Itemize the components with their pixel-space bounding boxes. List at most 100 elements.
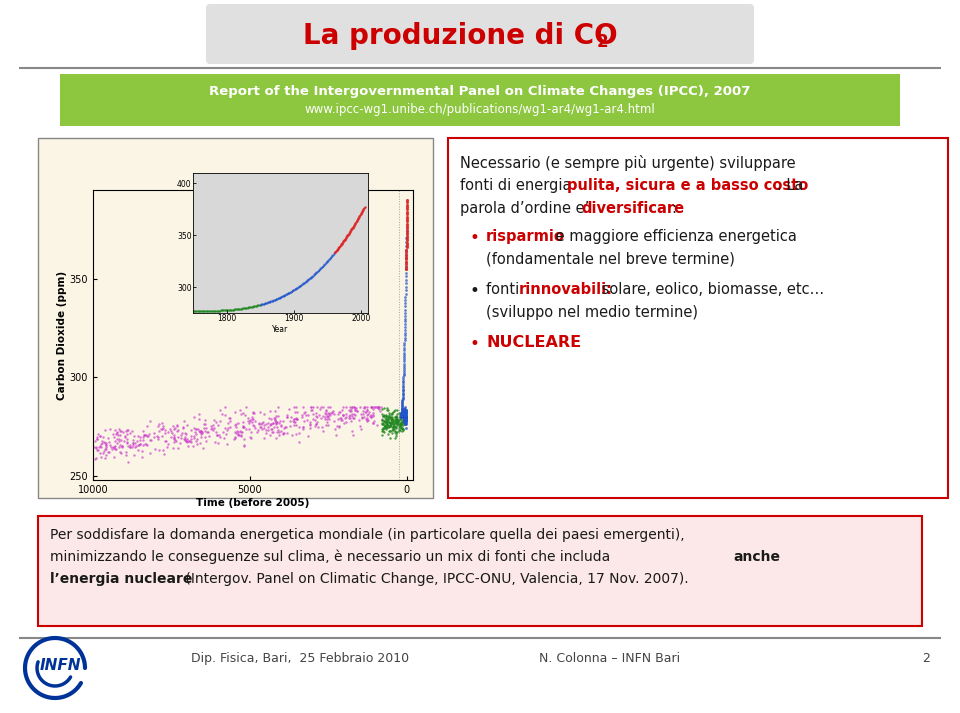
Point bbox=[348, 218, 363, 230]
Point bbox=[93, 441, 108, 453]
Point bbox=[320, 255, 335, 267]
Point bbox=[289, 401, 304, 413]
Point bbox=[394, 418, 409, 429]
Point bbox=[376, 416, 392, 427]
Point bbox=[263, 419, 278, 430]
Point bbox=[139, 430, 155, 441]
Point bbox=[380, 421, 396, 433]
Point bbox=[189, 429, 204, 440]
Point bbox=[170, 431, 185, 443]
Point bbox=[240, 302, 255, 313]
Point bbox=[394, 410, 409, 421]
Point bbox=[192, 305, 207, 317]
Point bbox=[346, 220, 361, 232]
Point bbox=[396, 337, 412, 349]
Point bbox=[189, 305, 204, 317]
Point bbox=[327, 246, 343, 257]
Point bbox=[300, 414, 315, 426]
Point bbox=[190, 305, 205, 317]
Point bbox=[225, 304, 240, 315]
Point bbox=[331, 421, 347, 432]
Point bbox=[388, 411, 403, 423]
Point bbox=[353, 209, 369, 220]
Point bbox=[248, 416, 263, 427]
Point bbox=[310, 265, 325, 277]
Point bbox=[396, 412, 412, 424]
Point bbox=[300, 430, 316, 441]
Point bbox=[396, 419, 411, 431]
Point bbox=[267, 406, 282, 417]
Point bbox=[215, 426, 230, 438]
Point bbox=[395, 422, 410, 434]
Point bbox=[342, 401, 357, 413]
Point bbox=[204, 305, 220, 317]
Point bbox=[168, 434, 183, 446]
Point bbox=[397, 404, 413, 416]
Point bbox=[279, 427, 295, 438]
Point bbox=[220, 304, 235, 316]
Point bbox=[398, 408, 414, 419]
Point bbox=[113, 447, 129, 458]
Point bbox=[399, 220, 415, 232]
Point bbox=[396, 417, 412, 429]
Point bbox=[193, 305, 208, 317]
Point bbox=[314, 262, 329, 273]
Point bbox=[389, 422, 404, 434]
Point bbox=[393, 411, 408, 422]
Point bbox=[396, 362, 412, 374]
Point bbox=[395, 404, 410, 415]
Point bbox=[386, 419, 401, 430]
Point bbox=[384, 421, 399, 433]
Point bbox=[332, 240, 348, 252]
Point bbox=[196, 305, 211, 317]
Point bbox=[187, 305, 203, 317]
Point bbox=[359, 413, 374, 424]
Point bbox=[372, 404, 387, 415]
Point bbox=[396, 389, 411, 400]
Point bbox=[288, 412, 303, 424]
Point bbox=[388, 432, 403, 443]
Point bbox=[379, 411, 395, 423]
Point bbox=[398, 409, 414, 420]
Point bbox=[147, 427, 162, 438]
Point bbox=[308, 419, 324, 430]
Point bbox=[119, 437, 134, 448]
Point bbox=[387, 404, 402, 416]
Point bbox=[357, 406, 372, 417]
Point bbox=[396, 332, 412, 344]
Point bbox=[120, 456, 135, 467]
Point bbox=[250, 299, 265, 311]
Point bbox=[365, 409, 380, 421]
Point bbox=[244, 301, 259, 312]
Point bbox=[397, 288, 413, 299]
Point bbox=[295, 278, 310, 289]
Point bbox=[297, 277, 312, 288]
Point bbox=[109, 428, 125, 439]
Point bbox=[258, 427, 274, 438]
Point bbox=[382, 425, 397, 436]
Point bbox=[396, 414, 412, 425]
Point bbox=[156, 422, 171, 434]
Point bbox=[382, 419, 397, 431]
Point bbox=[374, 429, 390, 441]
Point bbox=[256, 298, 272, 309]
Point bbox=[291, 421, 306, 433]
Point bbox=[337, 412, 352, 424]
Point bbox=[397, 316, 413, 327]
Point bbox=[398, 416, 414, 427]
Point bbox=[110, 436, 126, 447]
Point bbox=[109, 427, 125, 438]
Point bbox=[352, 420, 368, 431]
Point bbox=[350, 213, 366, 225]
Text: . La: . La bbox=[777, 178, 804, 193]
Point bbox=[131, 430, 146, 441]
Point bbox=[392, 410, 407, 421]
Point bbox=[345, 409, 360, 420]
Point bbox=[398, 237, 414, 248]
Point bbox=[323, 401, 338, 413]
Point bbox=[242, 431, 257, 443]
Point bbox=[383, 411, 398, 423]
Point bbox=[344, 426, 359, 437]
Point bbox=[187, 305, 203, 317]
Point bbox=[397, 297, 413, 309]
